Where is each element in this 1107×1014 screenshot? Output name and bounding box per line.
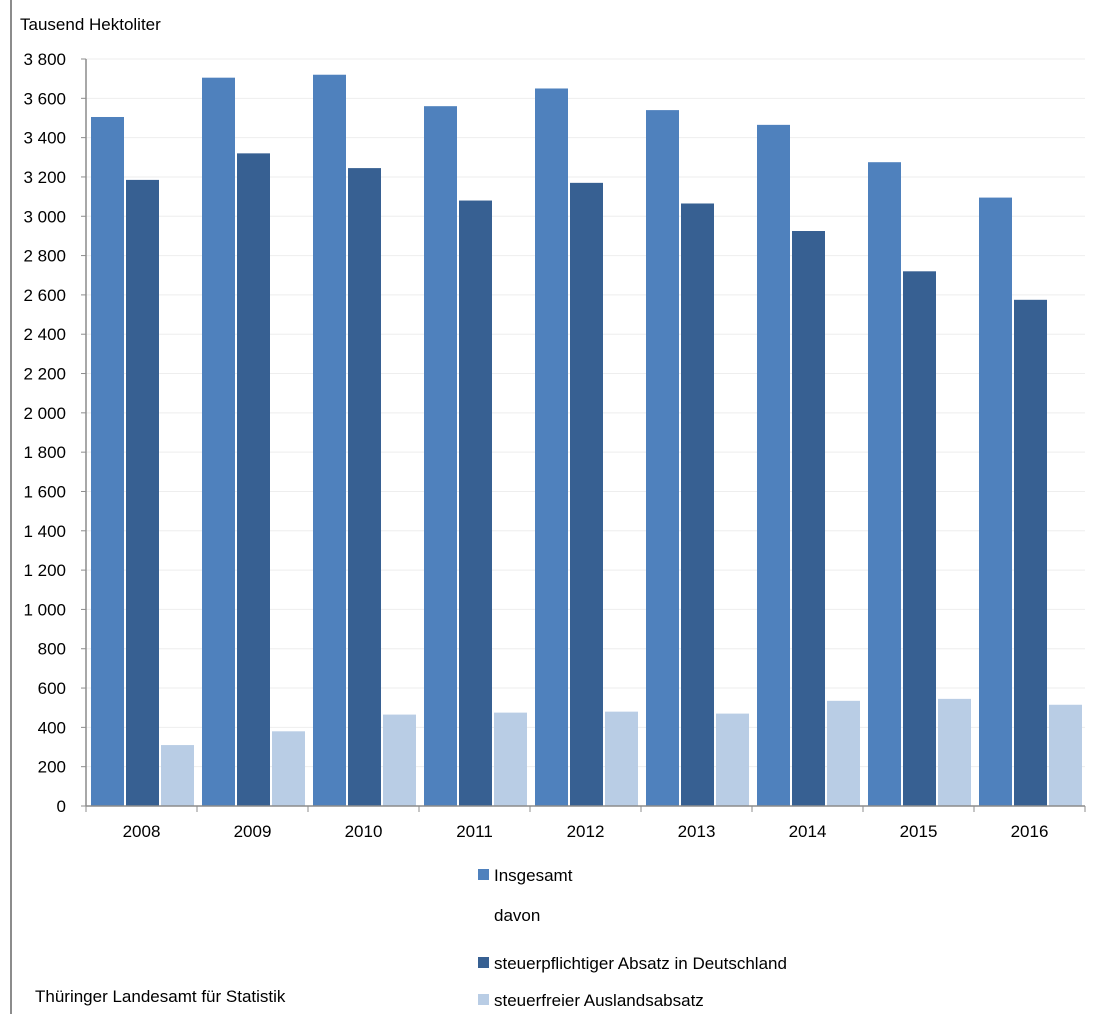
y-tick-label: 3 600 — [23, 89, 66, 108]
bar-insgesamt-2016 — [979, 197, 1012, 807]
legend-swatch-insgesamt — [478, 869, 489, 880]
bar-steuerfrei-2016 — [1049, 704, 1082, 806]
bar-insgesamt-2008 — [91, 116, 124, 807]
x-tick-label: 2014 — [789, 822, 827, 841]
legend: Insgesamt davon steuerpflichtiger Absatz… — [478, 866, 787, 1010]
legend-swatch-steuerfrei — [478, 994, 489, 1005]
y-tick-label: 0 — [57, 797, 66, 816]
y-tick-label: 800 — [38, 640, 66, 659]
bar-steuerfrei-2012 — [605, 711, 638, 806]
x-tick-label: 2009 — [234, 822, 272, 841]
y-tick-label: 400 — [38, 718, 66, 737]
bar-steuerfrei-2008 — [161, 745, 194, 806]
y-tick-label: 200 — [38, 758, 66, 777]
bar-steuerfrei-2015 — [938, 698, 971, 806]
bar-steuerpflichtig-2011 — [459, 200, 492, 806]
bar-insgesamt-2012 — [535, 88, 568, 807]
bar-steuerpflichtig-2015 — [903, 271, 936, 806]
bar-steuerpflichtig-2016 — [1014, 299, 1047, 806]
bar-insgesamt-2009 — [202, 77, 235, 807]
x-tick-label: 2015 — [900, 822, 938, 841]
legend-label-steuerfrei: steuerfreier Auslandsabsatz — [494, 991, 704, 1010]
bar-steuerfrei-2014 — [827, 700, 860, 806]
bar-steuerfrei-2011 — [494, 712, 527, 806]
y-tick-label: 2 800 — [23, 247, 66, 266]
bar-insgesamt-2011 — [424, 106, 457, 806]
bar-steuerpflichtig-2014 — [792, 231, 825, 806]
legend-label-insgesamt: Insgesamt — [494, 866, 573, 885]
bar-steuerpflichtig-2008 — [126, 179, 159, 806]
y-tick-label: 3 800 — [23, 50, 66, 69]
y-tick-label: 1 800 — [23, 443, 66, 462]
y-tick-label: 1 600 — [23, 482, 66, 501]
y-tick-label: 2 600 — [23, 286, 66, 305]
bar-steuerpflichtig-2013 — [681, 203, 714, 806]
bar-steuerfrei-2013 — [716, 713, 749, 806]
x-tick-labels: 2008 2009 2010 2011 2012 2013 2014 2015 2016 — [123, 822, 1049, 841]
legend-subheading-davon: davon — [494, 906, 540, 925]
x-tick-label: 2016 — [1011, 822, 1049, 841]
x-tick-label: 2008 — [123, 822, 161, 841]
y-tick-label: 1 200 — [23, 561, 66, 580]
y-tick-label: 3 200 — [23, 168, 66, 187]
bar-steuerfrei-2009 — [272, 731, 305, 806]
source-label: Thüringer Landesamt für Statistik — [35, 987, 286, 1006]
y-tick-label: 3 000 — [23, 207, 66, 226]
x-tick-label: 2012 — [567, 822, 605, 841]
y-tick-label: 2 000 — [23, 404, 66, 423]
x-tick-label: 2011 — [456, 822, 493, 841]
x-tick-label: 2013 — [678, 822, 716, 841]
x-tick-label: 2010 — [345, 822, 383, 841]
y-tick-labels: 0 200 400 600 800 1 000 1 200 1 400 1 600 1 800 2 … — [23, 50, 66, 816]
bar-insgesamt-2010 — [313, 74, 346, 806]
axes — [81, 58, 1086, 812]
y-tick-label: 2 200 — [23, 365, 66, 384]
legend-label-steuerpflichtig: steuerpflichtiger Absatz in Deutschland — [494, 954, 787, 973]
y-tick-label: 2 400 — [23, 325, 66, 344]
y-axis-unit-label: Tausend Hektoliter — [20, 15, 161, 34]
y-tick-label: 1 400 — [23, 522, 66, 541]
bar-steuerpflichtig-2009 — [237, 153, 270, 806]
y-tick-label: 600 — [38, 679, 66, 698]
y-tick-label: 3 400 — [23, 129, 66, 148]
bars — [91, 74, 1082, 807]
bar-steuerpflichtig-2010 — [348, 168, 381, 806]
bar-steuerpflichtig-2012 — [570, 182, 603, 807]
bar-insgesamt-2014 — [757, 124, 790, 807]
bar-insgesamt-2015 — [868, 162, 901, 806]
bar-insgesamt-2013 — [646, 110, 679, 806]
legend-swatch-steuerpflichtig — [478, 957, 489, 968]
bar-steuerfrei-2010 — [383, 714, 416, 806]
y-tick-label: 1 000 — [23, 600, 66, 619]
